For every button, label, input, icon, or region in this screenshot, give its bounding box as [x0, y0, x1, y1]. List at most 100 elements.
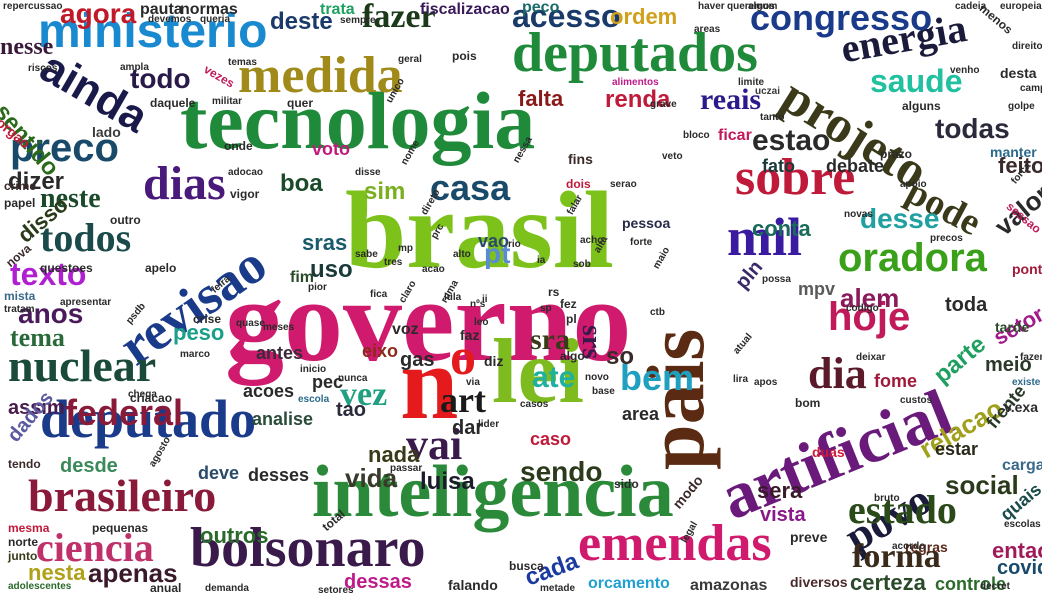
- word-falando: falando: [448, 577, 498, 593]
- word-faz: faz: [460, 327, 480, 343]
- word-acao: acao: [422, 264, 445, 275]
- word-parte: parte: [928, 330, 992, 390]
- word-nesta: nesta: [28, 560, 86, 585]
- word-o: o: [450, 329, 476, 386]
- word-conta: conta: [752, 216, 811, 241]
- word-fez: fez: [560, 297, 577, 311]
- word-governo: governo: [225, 255, 632, 386]
- word-ate: ate: [532, 361, 576, 394]
- word-n-s: nºs: [470, 299, 486, 310]
- word-existe: existe: [1012, 377, 1041, 388]
- word-campo: campo: [1020, 83, 1042, 94]
- word-europeia: europeia: [1000, 1, 1042, 12]
- word-orcamento: orcamento: [588, 575, 670, 592]
- word-haver: haver: [698, 1, 725, 12]
- word-escolas: escolas: [1004, 519, 1041, 530]
- word-lula: lula: [444, 292, 462, 303]
- word-casa: casa: [430, 167, 511, 208]
- word-hoje: hoje: [828, 295, 911, 339]
- word-dia: dia: [808, 349, 867, 398]
- word-questoes: questoes: [40, 261, 93, 275]
- word-lira: lira: [733, 374, 749, 385]
- word-via: via: [466, 377, 480, 388]
- word-gas: gas: [400, 349, 435, 371]
- word-base: base: [592, 386, 615, 397]
- word-dizer: dizer: [8, 168, 65, 195]
- word-sras: sras: [302, 230, 348, 255]
- word-serao: serao: [610, 179, 637, 190]
- word-veto: veto: [662, 151, 683, 162]
- word-agora: agora: [60, 0, 137, 29]
- word-apoio: apoio: [900, 179, 927, 190]
- word-alem: alem: [840, 283, 900, 313]
- word-tarde: tarde: [995, 319, 1030, 335]
- word-sobre: sobre: [735, 149, 856, 206]
- word-todos: todos: [40, 215, 132, 260]
- word-preve: preve: [790, 529, 828, 545]
- word-forte: forte: [630, 237, 653, 248]
- word-acoes: acoes: [243, 381, 295, 401]
- word-sendo: sendo: [520, 456, 603, 487]
- word-riscos: riscos: [28, 63, 58, 74]
- word-todo: todo: [130, 63, 191, 94]
- word-vai: vai: [406, 420, 463, 469]
- word-preco: preco: [10, 126, 119, 170]
- word-dessas: dessas: [344, 571, 412, 593]
- word-escola: escola: [298, 394, 330, 405]
- word-brasil: brasil: [345, 169, 614, 291]
- word-trata: trata: [320, 1, 355, 18]
- word-meio: meio: [985, 354, 1032, 376]
- word-certeza: certeza: [850, 570, 926, 593]
- word-queremos: queremos: [727, 1, 775, 12]
- word-bom: bom: [795, 396, 821, 410]
- word-desse: desse: [860, 203, 940, 234]
- word-alto: alto: [453, 249, 471, 260]
- word-vao: vao: [478, 231, 510, 251]
- word-brasileiro: brasileiro: [28, 470, 217, 521]
- word-luisa: luisa: [420, 468, 475, 495]
- word-pt: pt: [484, 238, 511, 269]
- word-v-exa: v.exa: [1004, 399, 1038, 415]
- word-outros: outros: [200, 523, 269, 548]
- word-estar: estar: [935, 439, 979, 459]
- word-peco: peco: [522, 0, 560, 16]
- word-renda: renda: [605, 86, 671, 113]
- word-emendas: emendas: [578, 515, 772, 572]
- word-fome: fome: [874, 371, 918, 391]
- word-fiscalizacao: fiscalizacao: [420, 1, 510, 18]
- word-ii: ii: [482, 294, 488, 305]
- word-pois: pois: [452, 49, 477, 63]
- word-quase: quase: [236, 318, 265, 329]
- word-debate: debate: [826, 156, 885, 176]
- word-deputado: deputado: [40, 389, 257, 449]
- word-adolescentes: adolescentes: [8, 581, 72, 592]
- word-nuclear: nuclear: [8, 340, 157, 391]
- word-ia: ia: [537, 255, 546, 266]
- word-saude: saude: [870, 63, 963, 99]
- word-normas: normas: [180, 1, 238, 18]
- word-lado: lado: [92, 124, 121, 140]
- word-caso: caso: [530, 429, 572, 449]
- word-ministerio: ministerio: [38, 5, 268, 58]
- word-marco: marco: [180, 349, 211, 360]
- word-bloco: bloco: [683, 130, 710, 141]
- word-limite: limite: [738, 77, 765, 88]
- word-pessoa: pessoa: [622, 215, 671, 231]
- word-regras: regras: [905, 539, 948, 555]
- word-inteligencia: inteligencia: [312, 451, 674, 533]
- word-duas: duas: [812, 444, 845, 460]
- word-reais: reais: [700, 83, 762, 116]
- word-possa: possa: [762, 274, 791, 285]
- word-chega: chega: [128, 389, 157, 400]
- word-papel: papel: [4, 196, 36, 210]
- word-crime: crime: [4, 179, 37, 193]
- word-norte: norte: [8, 535, 38, 549]
- word-forma: forma: [852, 538, 941, 575]
- word-vez: vez: [340, 376, 388, 413]
- word-crise: crise: [193, 312, 222, 326]
- word-fins: fins: [568, 151, 593, 167]
- word-quer: quer: [287, 96, 314, 110]
- word-pec: pec: [312, 372, 344, 392]
- word-antes: antes: [256, 343, 304, 363]
